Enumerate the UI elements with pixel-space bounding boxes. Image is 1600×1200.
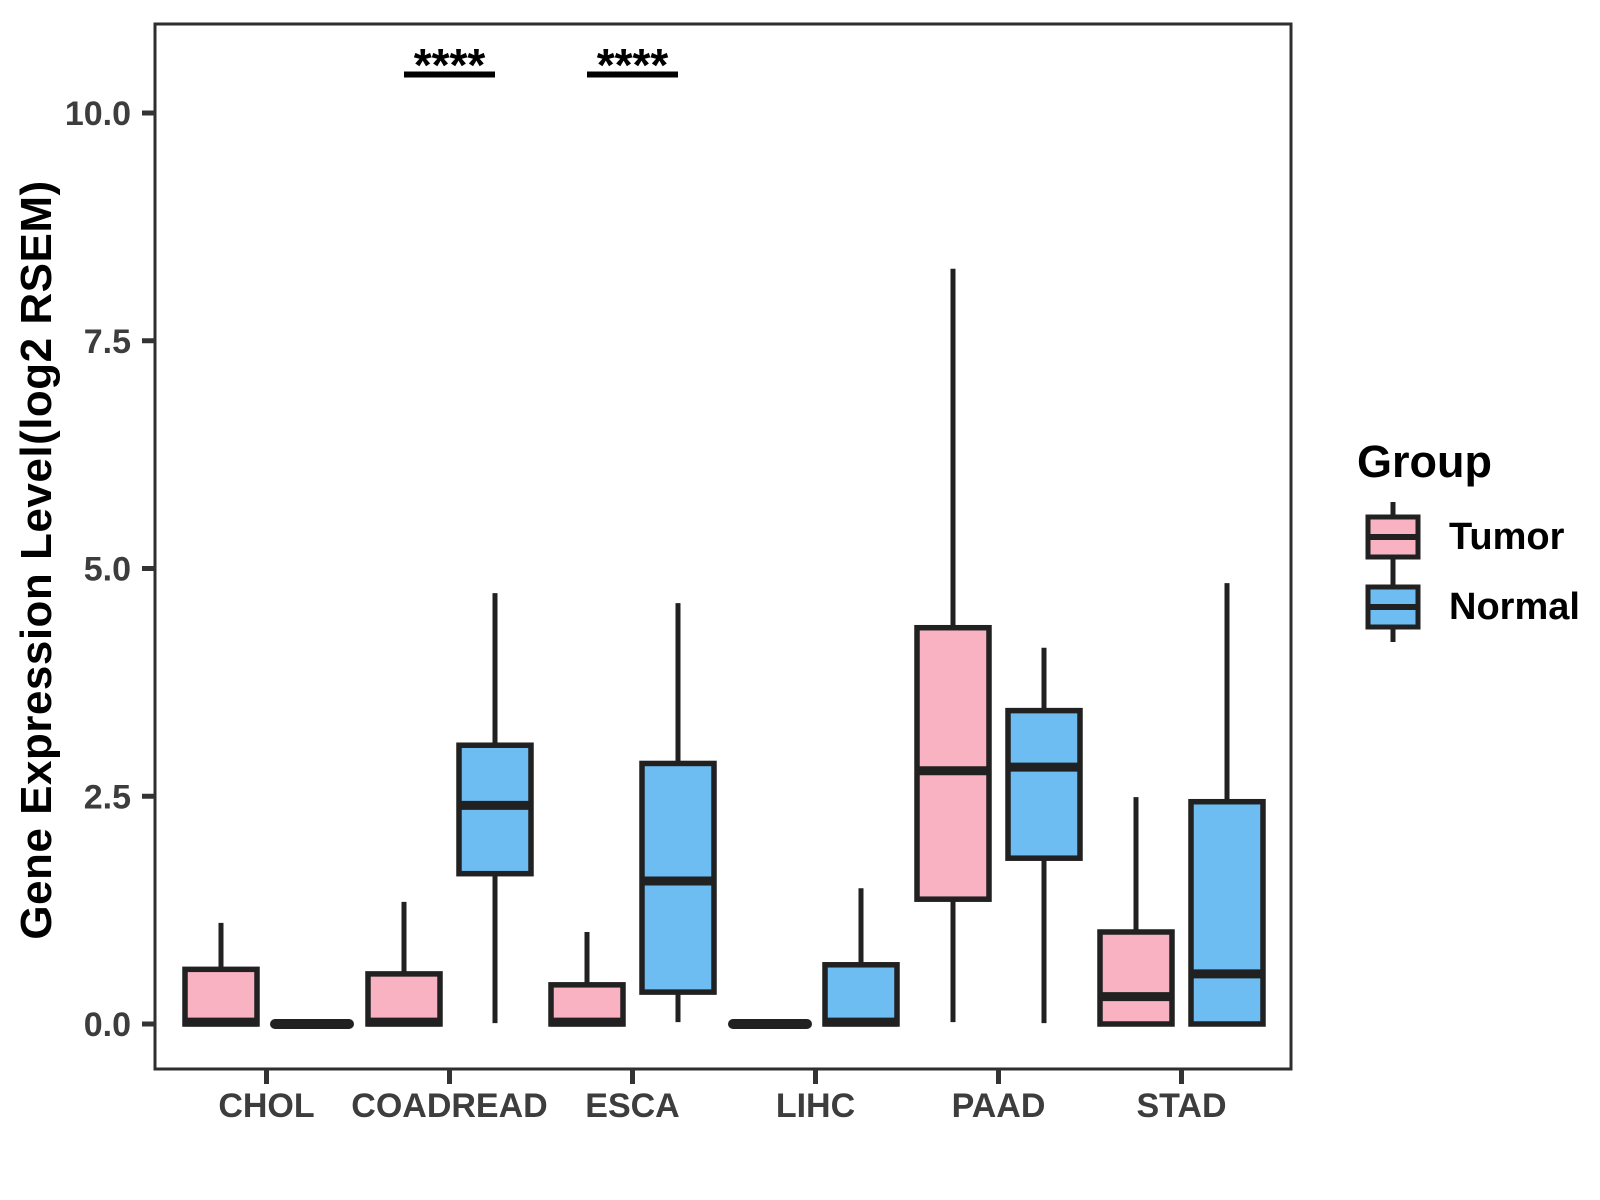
legend: Group Tumor Normal [1357,436,1580,642]
normal-boxplot-key-icon [1365,572,1421,642]
box-PAAD-Tumor [914,624,992,902]
y-tick-label-0.0: 0.0 [84,1006,131,1044]
box-PAAD-Normal [1005,707,1083,861]
x-tick-label-LIHC: LIHC [776,1087,855,1125]
legend-item-tumor: Tumor [1357,502,1580,572]
x-tick-label-PAAD: PAAD [952,1087,1046,1125]
y-tick-label-7.5: 7.5 [84,323,131,361]
y-axis-title: Gene Expression Level(log2 RSEM) [12,180,61,940]
tumor-boxplot-key-icon [1365,502,1421,572]
box-STAD-Tumor [1097,929,1175,1027]
x-tick-label-ESCA: ESCA [585,1087,679,1125]
box-LIHC-Normal [822,962,900,1027]
legend-label-tumor: Tumor [1449,515,1565,558]
box-CHOL-Tumor [182,966,260,1027]
significance-stars-COADREAD: **** [414,39,486,91]
legend-label-normal: Normal [1449,585,1580,628]
x-tick-label-CHOL: CHOL [218,1087,314,1125]
y-tick-label-10.0: 10.0 [65,95,131,133]
legend-title: Group [1357,436,1492,487]
y-tick-label-5.0: 5.0 [84,551,131,589]
x-tick-label-STAD: STAD [1136,1087,1226,1125]
plot-panel-border [153,22,1293,1071]
box-STAD-Normal [1188,798,1266,1027]
x-tick-label-COADREAD: COADREAD [351,1087,547,1125]
significance-stars-ESCA: **** [597,39,669,91]
y-tick-label-2.5: 2.5 [84,778,131,816]
box-COADREAD-Tumor [365,971,443,1027]
legend-item-normal: Normal [1357,572,1580,642]
